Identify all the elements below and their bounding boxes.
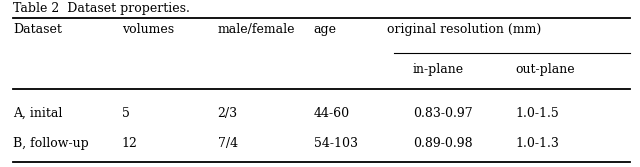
Text: 54-103: 54-103 [314,137,358,150]
Text: 44-60: 44-60 [314,107,349,120]
Text: Table 2  Dataset properties.: Table 2 Dataset properties. [13,2,189,15]
Text: in-plane: in-plane [413,63,464,76]
Text: 2/3: 2/3 [218,107,237,120]
Text: B, follow-up: B, follow-up [13,137,88,150]
Text: out-plane: out-plane [515,63,575,76]
Text: 7/4: 7/4 [218,137,237,150]
Text: 1.0-1.3: 1.0-1.3 [515,137,559,150]
Text: Dataset: Dataset [13,23,61,36]
Text: volumes: volumes [122,23,173,36]
Text: A, inital: A, inital [13,107,62,120]
Text: original resolution (mm): original resolution (mm) [387,23,541,36]
Text: 0.83-0.97: 0.83-0.97 [413,107,472,120]
Text: 12: 12 [122,137,138,150]
Text: 1.0-1.5: 1.0-1.5 [515,107,559,120]
Text: 0.89-0.98: 0.89-0.98 [413,137,472,150]
Text: 5: 5 [122,107,129,120]
Text: age: age [314,23,337,36]
Text: male/female: male/female [218,23,295,36]
